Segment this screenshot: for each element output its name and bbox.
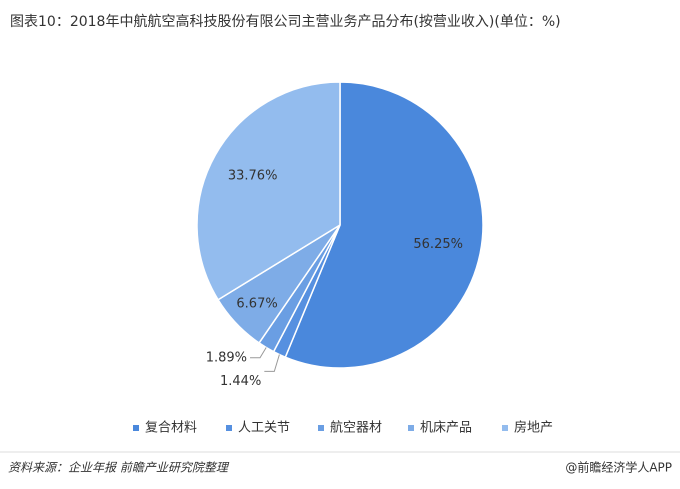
data-label: 33.76%: [228, 169, 278, 184]
legend-swatch: [226, 425, 232, 431]
chart-title: 图表10：2018年中航航空高科技股份有限公司主营业务产品分布(按营业收入)(单…: [10, 13, 561, 30]
legend-swatch: [133, 425, 139, 431]
brand: @前瞻经济学人APP: [565, 460, 672, 475]
legend-swatch: [318, 425, 324, 431]
pie-slice: [196, 81, 341, 301]
legend-swatch: [502, 425, 508, 431]
legend-swatch: [408, 425, 414, 431]
leader-line: [250, 347, 267, 359]
pie-slice: [284, 81, 484, 369]
legend-label: 复合材料: [145, 421, 197, 436]
data-label: 56.25%: [413, 237, 463, 252]
legend-label: 房地产: [514, 420, 553, 436]
leader-line: [264, 354, 280, 372]
data-label: 1.89%: [206, 350, 247, 365]
legend-label: 航空器材: [330, 420, 382, 436]
source: 资料来源：企业年报 前瞻产业研究院整理: [8, 461, 230, 475]
legend-label: 机床产品: [420, 421, 472, 436]
data-label: 6.67%: [236, 296, 277, 311]
data-label: 1.44%: [220, 374, 261, 389]
legend-label: 人工关节: [238, 421, 290, 436]
